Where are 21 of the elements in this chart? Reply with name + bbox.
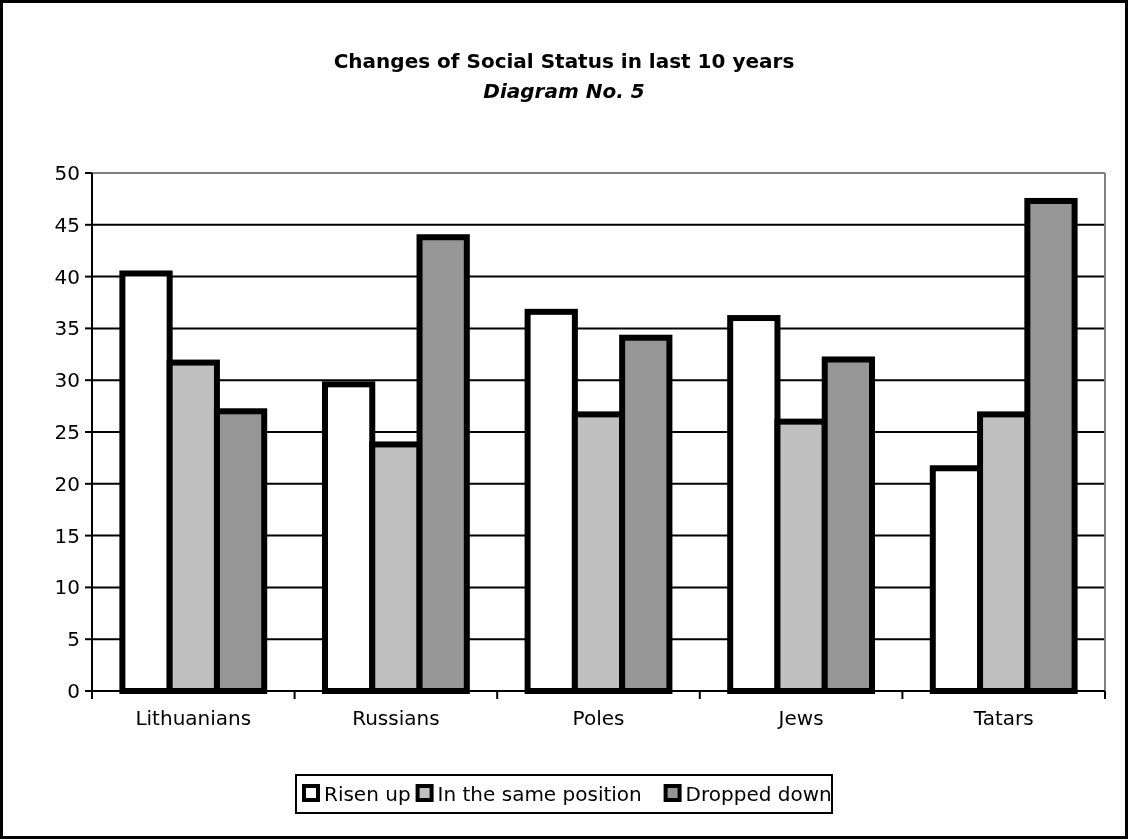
y-tick-label: 35 bbox=[54, 316, 80, 341]
y-tick-label: 0 bbox=[67, 679, 80, 703]
legend-label: In the same position bbox=[437, 782, 642, 806]
y-tick-label: 20 bbox=[54, 471, 80, 496]
y-tick-label: 30 bbox=[54, 368, 80, 393]
chart-title: Changes of Social Status in last 10 years bbox=[333, 49, 795, 73]
y-tick-label: 45 bbox=[54, 212, 80, 237]
x-tick-label: Jews bbox=[776, 706, 824, 730]
y-tick-label: 25 bbox=[54, 420, 80, 444]
y-tick-label: 10 bbox=[54, 575, 80, 600]
legend-label: Dropped down bbox=[685, 782, 832, 806]
x-tick-label: Poles bbox=[572, 706, 625, 730]
y-tick-label: 5 bbox=[67, 627, 80, 652]
y-tick-label: 15 bbox=[54, 523, 80, 548]
chart-subtitle: Diagram No. 5 bbox=[483, 79, 645, 103]
x-tick-label: Tatars bbox=[972, 706, 1034, 730]
x-tick-label: Russians bbox=[352, 706, 440, 730]
y-tick-label: 40 bbox=[54, 264, 80, 289]
x-tick-label: Lithuanians bbox=[135, 706, 252, 730]
y-tick-label: 50 bbox=[54, 161, 80, 185]
legend-label: Risen up bbox=[324, 782, 411, 806]
